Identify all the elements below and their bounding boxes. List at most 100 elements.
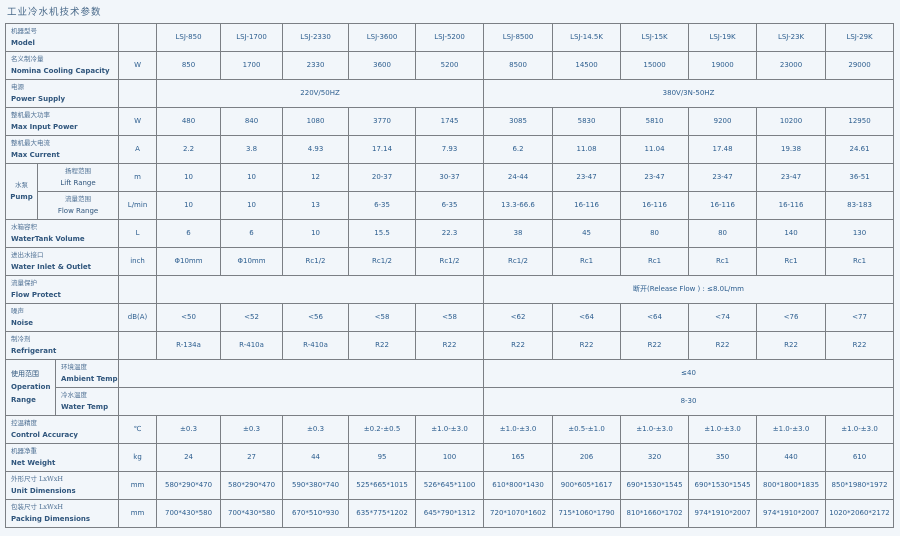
value-cell: 16-116 — [552, 191, 622, 220]
value-cell: 480 — [156, 107, 222, 136]
value-cell: ±0.3 — [156, 415, 222, 444]
row-flow-protect: 流量保护 Flow Protect 断开(Release Flow ) : ≤8.0… — [4, 275, 895, 304]
unit-cell: W — [118, 51, 158, 80]
value-cell: 165 — [483, 443, 554, 472]
value-cell: 38 — [483, 219, 554, 248]
value-cell: 80 — [688, 219, 758, 248]
label-en: Range — [11, 396, 36, 404]
flow-protect-value: 断开(Release Flow ) : ≤8.0L/mm — [483, 275, 895, 304]
value-cell: ±1.0-±3.0 — [483, 415, 554, 444]
ambient-temp-value: ≤40 — [483, 359, 895, 388]
row-refrigerant: 制冷剂 Refrigerant R-134a R-410a R-410a R22 R22 R2… — [4, 331, 895, 360]
row-label: 机器型号 Model — [4, 23, 120, 52]
value-cell: 15.5 — [348, 219, 417, 248]
value-cell: 690*1530*1545 — [688, 471, 758, 500]
value-cell: 3770 — [348, 107, 417, 136]
value-cell: 23-47 — [756, 163, 827, 192]
row-cooling: 名义制冷量 Nomina Cooling Capacity W 850 1700 2330… — [4, 51, 895, 80]
label-en: Max Input Power — [11, 122, 78, 131]
row-label: 整机最大功率 Max Input Power — [4, 107, 120, 136]
page-title: 工业冷水机技术参数 — [7, 7, 102, 18]
value-cell: 27 — [220, 443, 284, 472]
blank-cell — [118, 387, 485, 416]
label-en: Ambient Temp — [61, 374, 118, 383]
value-cell: 22.3 — [415, 219, 485, 248]
value-cell: 12 — [282, 163, 350, 192]
value-cell: Rc1/2 — [483, 247, 554, 276]
value-cell: 5810 — [620, 107, 690, 136]
pump-label: 水泵 Pump — [5, 163, 38, 220]
value-cell: 20-37 — [348, 163, 417, 192]
value-cell: 2330 — [282, 51, 350, 80]
value-cell: 19000 — [688, 51, 758, 80]
label-cn: 制冷剂 — [11, 335, 31, 344]
label-en: Nomina Cooling Capacity — [11, 66, 110, 75]
value-cell: 526*645*1100 — [415, 471, 485, 500]
value-cell: ±0.5-±1.0 — [552, 415, 622, 444]
value-cell: 800*1800*1835 — [756, 471, 827, 500]
row-label: 环境温度 Ambient Temp — [54, 359, 120, 388]
value-cell: Rc1 — [688, 247, 758, 276]
value-cell: 206 — [552, 443, 622, 472]
row-label: 控温精度 Control Accuracy — [4, 415, 120, 444]
value-cell: Rc1/2 — [282, 247, 350, 276]
label-cn: 使用范围 — [11, 370, 39, 378]
value-cell: ±1.0-±3.0 — [415, 415, 485, 444]
value-cell: 2.2 — [156, 135, 222, 164]
label-en: Packing Dimensions — [11, 514, 91, 523]
model-header: LSJ-2330 — [282, 23, 350, 52]
row-label: 整机最大电流 Max Current — [4, 135, 120, 164]
value-cell: R22 — [688, 331, 758, 360]
value-cell: R22 — [415, 331, 485, 360]
model-header: LSJ-19K — [688, 23, 758, 52]
row-label: 水箱容积 WaterTank Volume — [4, 219, 120, 248]
unit-cell: dB(A) — [118, 303, 158, 332]
value-cell: R22 — [756, 331, 827, 360]
label-cn: 整机最大功率 — [11, 111, 50, 120]
model-header: LSJ-1700 — [220, 23, 284, 52]
value-cell: 10 — [156, 163, 222, 192]
label-cn: 噪声 — [11, 307, 24, 316]
value-cell: 23-47 — [620, 163, 690, 192]
value-cell: 10200 — [756, 107, 827, 136]
blank-cell — [156, 275, 485, 304]
row-label: 冷水温度 Water Temp — [54, 387, 120, 416]
value-cell: 700*430*580 — [220, 499, 284, 528]
label-en: Refrigerant — [11, 346, 57, 355]
value-cell: Φ10mm — [156, 247, 222, 276]
value-cell: 19.38 — [756, 135, 827, 164]
value-cell: 320 — [620, 443, 690, 472]
row-pump-flow: 流量范围 Flow Range L/min 10 10 13 6-35 6-35 13.3-66… — [6, 191, 895, 220]
value-cell: R-134a — [156, 331, 222, 360]
unit-cell — [118, 275, 158, 304]
value-cell: 24-44 — [483, 163, 554, 192]
value-cell: 974*1910*2007 — [688, 499, 758, 528]
value-cell: 80 — [620, 219, 690, 248]
label-cn: 冷水温度 — [61, 391, 87, 400]
value-cell: 10 — [220, 163, 284, 192]
row-unit_dim: 外形尺寸 LxWxH Unit Dimensions mm 580*290*470 58… — [4, 471, 895, 500]
row-label: 进出水接口 Water Inlet & Outlet — [4, 247, 120, 276]
model-header: LSJ-3600 — [348, 23, 417, 52]
value-cell: Rc1 — [825, 247, 895, 276]
value-cell: 1080 — [282, 107, 350, 136]
unit-cell: m — [118, 163, 158, 192]
row-label: 包装尺寸 LxWxH Packing Dimensions — [4, 499, 120, 528]
label-en: Flow Protect — [11, 290, 61, 299]
row-tank: 水箱容积 WaterTank Volume L 6 6 10 15.5 22.3 38 45 80 8… — [4, 219, 895, 248]
value-cell: R22 — [620, 331, 690, 360]
value-cell: ±0.3 — [220, 415, 284, 444]
value-cell: <56 — [282, 303, 350, 332]
value-cell: 5830 — [552, 107, 622, 136]
value-cell: 11.08 — [552, 135, 622, 164]
label-en: Operation — [11, 383, 51, 391]
row-weight: 机器净重 Net Weight kg 24 27 44 95 100 165 206 320 350 4… — [4, 443, 895, 472]
label-cn: 扬程范围 — [65, 167, 92, 176]
value-cell: 130 — [825, 219, 895, 248]
value-cell: R22 — [552, 331, 622, 360]
label-en: Unit Dimensions — [11, 486, 76, 495]
row-label: 扬程范围 Lift Range — [36, 163, 120, 192]
power-220v: 220V/50HZ — [156, 79, 485, 108]
value-cell: 23-47 — [688, 163, 758, 192]
header-row: 机器型号 Model LSJ-850 LSJ-1700 LSJ-2330 LSJ-3600… — [4, 23, 895, 52]
